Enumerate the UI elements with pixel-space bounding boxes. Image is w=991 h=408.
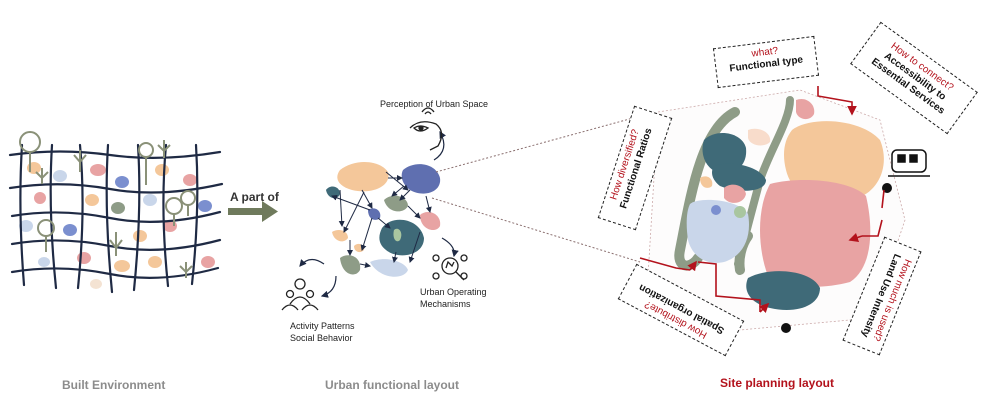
activity-label: Activity Patterns Social Behavior	[290, 320, 355, 344]
site-planning-caption: Site planning layout	[720, 376, 835, 390]
part-of-label: A part of	[230, 190, 279, 204]
land-use-patches	[19, 162, 215, 289]
mechanism-icon	[432, 254, 468, 281]
tree-icon	[19, 131, 196, 278]
activity-line1: Activity Patterns	[290, 321, 355, 331]
teal-zone	[702, 133, 747, 173]
built-environment-illustration	[8, 131, 224, 294]
site-plan	[647, 89, 906, 333]
part-of-arrow	[228, 201, 278, 222]
pink-zone	[760, 180, 871, 287]
built-environment-caption: Built Environment	[62, 378, 166, 392]
activity-line2: Social Behavior	[290, 333, 353, 343]
blue-zone	[686, 199, 749, 263]
people-icon	[281, 278, 319, 311]
functional-network	[299, 130, 459, 298]
mechanism-line2: Mechanisms	[420, 299, 471, 309]
eye-icon	[409, 107, 443, 151]
mechanism-line1: Urban Operating	[420, 287, 487, 297]
train-icon	[888, 149, 930, 177]
teal-zone-south	[746, 271, 820, 310]
station-dot-south	[781, 323, 791, 333]
mechanism-label: Urban Operating Mechanisms	[420, 286, 487, 310]
functional-layout-caption: Urban functional layout	[325, 378, 460, 392]
zoom-lines	[431, 111, 656, 263]
perception-label: Perception of Urban Space	[380, 99, 489, 109]
street-grid	[8, 143, 224, 294]
